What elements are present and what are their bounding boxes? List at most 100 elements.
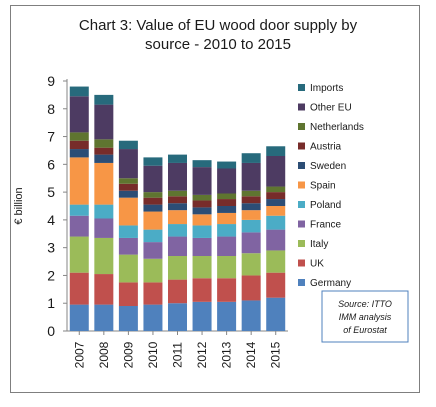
bar-segment-imports — [69, 86, 89, 97]
bar-segment-austria — [241, 196, 261, 204]
bar-segment-netherlands — [143, 192, 163, 198]
bar-segment-germany — [192, 301, 212, 331]
x-tick-label: 2011 — [171, 342, 185, 368]
bar-segment-italy — [217, 256, 237, 279]
chart-title: Chart 3: Value of EU wood door supply by… — [0, 16, 436, 54]
bar-segment-sweden — [143, 204, 163, 212]
bar-segment-germany — [217, 301, 237, 331]
bar-segment-austria — [143, 197, 163, 205]
source-note-box — [321, 290, 409, 343]
y-tick-label: 6 — [47, 156, 55, 172]
legend-swatch — [298, 201, 305, 208]
bar-segment-germany — [143, 304, 163, 331]
y-tick-label: 3 — [47, 240, 55, 256]
bar-segment-france — [217, 236, 237, 256]
bar-segment-germany — [241, 300, 261, 331]
bar-segment-netherlands — [118, 178, 138, 184]
bar-segment-austria — [168, 196, 187, 204]
bar-segment-uk — [143, 282, 163, 305]
bar-segment-imports — [118, 140, 138, 150]
source-note-line-2: IMM analysis — [338, 312, 392, 322]
bar-segment-imports — [143, 157, 163, 166]
bar-segment-imports — [192, 160, 212, 168]
bar-segment-italy — [168, 256, 187, 280]
bar-segment-sweden — [168, 203, 187, 211]
x-tick-label: 2009 — [121, 341, 135, 368]
bar-segment-other-eu — [241, 162, 261, 191]
bar-segment-poland — [192, 225, 212, 238]
bar-segment-netherlands — [241, 190, 261, 197]
bar-segment-poland — [241, 219, 261, 233]
bar-segment-uk — [241, 275, 261, 301]
bar-segment-uk — [118, 282, 138, 306]
bar-segment-uk — [94, 274, 114, 305]
bar-segment-sweden — [241, 203, 261, 211]
bar-segment-france — [192, 237, 212, 256]
x-tick-label: 2014 — [244, 341, 258, 368]
legend-swatch — [298, 103, 305, 111]
bar-segment-imports — [241, 153, 261, 163]
bar-segment-other-eu — [266, 156, 286, 187]
bar-segment-sweden — [217, 206, 237, 213]
bar-segment-sweden — [192, 207, 212, 215]
x-tick-label: 2007 — [72, 341, 86, 368]
bar-segment-germany — [168, 303, 187, 331]
bar-segment-austria — [118, 183, 138, 191]
y-tick-label: 8 — [47, 101, 55, 117]
bar-segment-poland — [94, 204, 114, 219]
bar-segment-sweden — [69, 149, 89, 158]
bar-segment-sweden — [266, 199, 286, 206]
legend-label: Imports — [310, 83, 343, 94]
bar-segment-netherlands — [192, 194, 212, 201]
bar-segment-uk — [266, 272, 286, 298]
bar-segment-france — [118, 237, 138, 255]
x-tick-label: 2008 — [97, 341, 111, 368]
bar-segment-poland — [69, 204, 89, 216]
bar-segment-poland — [217, 224, 237, 237]
bar-segment-uk — [168, 279, 187, 304]
bar-segment-poland — [118, 225, 138, 238]
bar-segment-imports — [217, 161, 237, 169]
bar-segment-spain — [217, 212, 237, 225]
bar-segment-other-eu — [94, 104, 114, 140]
bar-segment-imports — [94, 94, 114, 105]
bar-segment-spain — [143, 211, 163, 230]
bar-segment-spain — [168, 210, 187, 225]
x-tick-label: 2012 — [195, 341, 209, 368]
legend-swatch — [298, 181, 305, 189]
bar-segment-austria — [192, 200, 212, 208]
bar-segment-netherlands — [266, 186, 286, 193]
bar-segment-netherlands — [168, 190, 187, 197]
bar-segment-austria — [69, 140, 89, 150]
y-tick-label: 7 — [47, 129, 55, 145]
legend-label: Other EU — [310, 103, 352, 114]
bar-segment-other-eu — [168, 162, 187, 191]
bar-segment-spain — [69, 157, 89, 205]
legend-swatch — [298, 259, 305, 267]
bar-segment-germany — [118, 306, 138, 331]
bar-segment-imports — [266, 146, 286, 156]
legend-swatch — [298, 240, 305, 247]
source-note-line-1: Source: ITTO — [338, 299, 392, 309]
bar-segment-spain — [266, 206, 286, 216]
bar-segment-spain — [94, 162, 114, 205]
bar-segment-spain — [241, 210, 261, 220]
y-tick-label: 0 — [47, 323, 55, 339]
bar-segment-netherlands — [217, 193, 237, 200]
legend-swatch — [298, 220, 305, 228]
y-tick-label: 1 — [47, 295, 55, 311]
bar-segment-spain — [192, 214, 212, 226]
y-tick-label: 5 — [47, 184, 55, 200]
legend-label: UK — [310, 259, 324, 270]
bar-segment-other-eu — [69, 96, 89, 133]
legend-swatch — [298, 162, 305, 169]
y-tick-label: 9 — [47, 73, 55, 89]
legend-label: Spain — [310, 181, 336, 192]
bar-segment-italy — [266, 250, 286, 273]
bar-segment-other-eu — [217, 168, 237, 194]
bar-segment-france — [94, 218, 114, 238]
x-tick-label: 2010 — [146, 341, 160, 368]
bar-segment-netherlands — [94, 139, 114, 148]
legend-swatch — [298, 142, 305, 150]
